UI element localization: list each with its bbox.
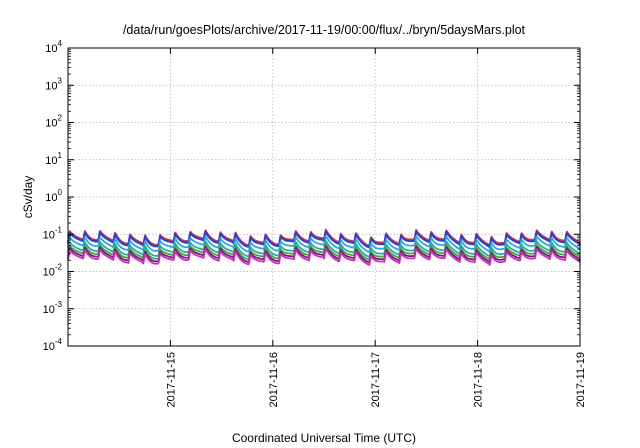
grid-lines: [68, 48, 580, 346]
y-tick-label: 10-1: [43, 225, 63, 241]
y-axis-label: cSv/day: [21, 176, 35, 219]
x-tick-label: 2017-11-17: [370, 352, 382, 407]
x-axis-ticks: 2017-11-15 2017-11-16 2017-11-17 2017-11-18…: [165, 48, 587, 407]
y-axis-ticks: 10-4 10-3 10-2 10-1 100 101 102 103 104: [43, 39, 580, 353]
y-tick-label: 102: [45, 114, 62, 130]
x-axis-label: Coordinated Universal Time (UTC): [232, 431, 416, 445]
chart-title: /data/run/goesPlots/archive/2017-11-19/0…: [123, 23, 526, 37]
y-tick-label: 10-2: [43, 263, 63, 279]
x-tick-label: 2017-11-16: [268, 352, 280, 407]
y-tick-label: 104: [45, 39, 62, 55]
series-group: [66, 228, 582, 266]
y-tick-label: 101: [45, 151, 62, 167]
y-tick-label: 103: [45, 76, 62, 92]
y-tick-label: 10-3: [43, 300, 63, 316]
y-tick-label: 100: [45, 188, 62, 204]
y-tick-label: 10-4: [43, 337, 63, 353]
x-tick-label: 2017-11-19: [575, 352, 587, 407]
x-tick-label: 2017-11-15: [165, 352, 177, 407]
x-tick-label: 2017-11-18: [473, 352, 485, 407]
series-line: [67, 247, 581, 266]
